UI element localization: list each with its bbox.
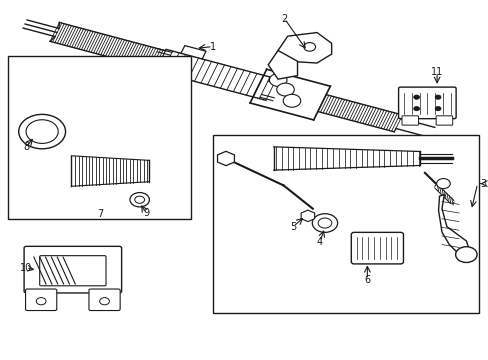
Text: 6: 6 [364, 275, 370, 285]
Circle shape [434, 95, 440, 99]
Text: 11: 11 [430, 67, 442, 77]
Circle shape [276, 83, 294, 96]
Polygon shape [268, 50, 297, 79]
Circle shape [413, 107, 419, 111]
FancyBboxPatch shape [398, 87, 455, 119]
FancyBboxPatch shape [89, 289, 120, 311]
Text: 7: 7 [97, 209, 103, 219]
Circle shape [26, 120, 58, 143]
FancyBboxPatch shape [40, 256, 106, 286]
Text: 4: 4 [316, 237, 323, 247]
Circle shape [413, 95, 419, 99]
Circle shape [135, 196, 144, 203]
Circle shape [269, 73, 286, 86]
FancyBboxPatch shape [24, 246, 122, 293]
FancyBboxPatch shape [401, 116, 418, 125]
Text: 9: 9 [142, 208, 149, 218]
Text: 8: 8 [23, 142, 29, 152]
Bar [8, 56, 190, 220]
Circle shape [100, 298, 109, 305]
Polygon shape [438, 194, 468, 253]
Circle shape [436, 179, 449, 189]
Circle shape [130, 193, 149, 207]
Text: 3: 3 [479, 179, 486, 189]
Circle shape [455, 247, 476, 262]
Polygon shape [217, 151, 234, 166]
Text: 5: 5 [289, 222, 296, 231]
FancyBboxPatch shape [350, 232, 403, 264]
Circle shape [303, 42, 315, 51]
FancyBboxPatch shape [435, 116, 452, 125]
FancyBboxPatch shape [25, 289, 57, 311]
Circle shape [434, 107, 440, 111]
Circle shape [318, 218, 331, 228]
Text: 1: 1 [209, 42, 215, 51]
Bar [212, 135, 478, 313]
Text: 10: 10 [20, 263, 32, 273]
Circle shape [19, 114, 65, 149]
Circle shape [312, 214, 337, 232]
Polygon shape [278, 32, 331, 63]
Circle shape [36, 298, 46, 305]
Circle shape [283, 94, 300, 107]
Text: 2: 2 [281, 14, 287, 24]
Polygon shape [301, 210, 314, 222]
